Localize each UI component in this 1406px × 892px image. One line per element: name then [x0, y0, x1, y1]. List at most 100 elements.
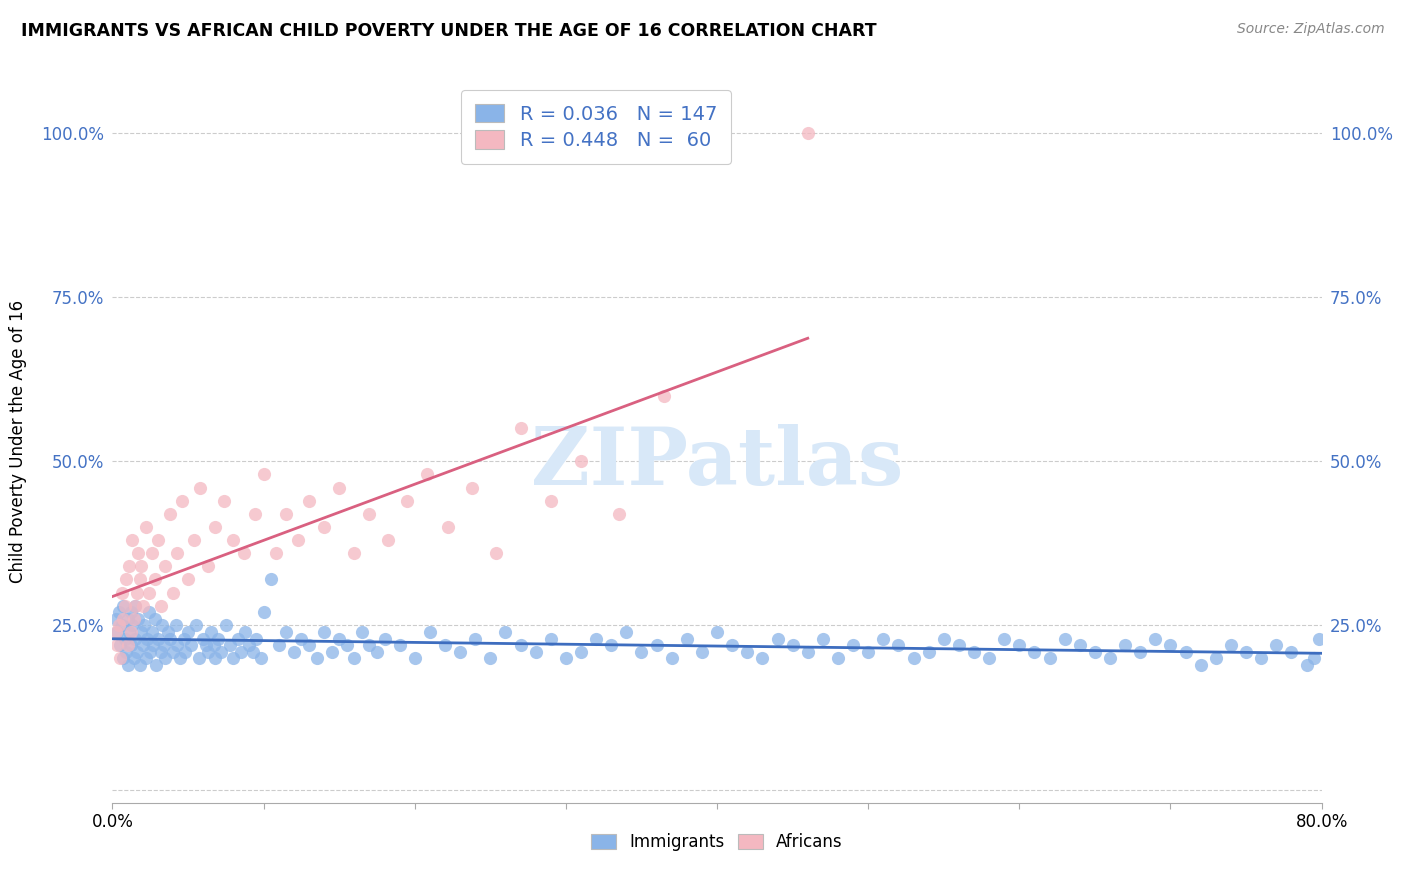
Point: [419, 625, 441, 640]
Point: [188, 481, 211, 495]
Point: [177, 573, 200, 587]
Point: [122, 651, 145, 665]
Point: [1038, 651, 1062, 665]
Point: [145, 657, 167, 672]
Point: [114, 632, 136, 646]
Point: [117, 657, 139, 672]
Point: [146, 533, 169, 547]
Point: [336, 638, 359, 652]
Point: [159, 507, 181, 521]
Point: [202, 638, 225, 652]
Point: [554, 651, 576, 665]
Point: [782, 638, 804, 652]
Point: [1144, 632, 1167, 646]
Point: [485, 546, 508, 560]
Point: [135, 651, 157, 665]
Point: [245, 632, 267, 646]
Point: [219, 638, 242, 652]
Point: [1279, 645, 1302, 659]
Y-axis label: Child Poverty Under the Age of 16: Child Poverty Under the Age of 16: [10, 300, 27, 583]
Point: [872, 632, 894, 646]
Point: [388, 638, 411, 652]
Point: [115, 573, 138, 587]
Point: [138, 585, 160, 599]
Point: [366, 645, 388, 659]
Point: [343, 546, 366, 560]
Text: IMMIGRANTS VS AFRICAN CHILD POVERTY UNDER THE AGE OF 16 CORRELATION CHART: IMMIGRANTS VS AFRICAN CHILD POVERTY UNDE…: [21, 22, 877, 40]
Point: [540, 493, 562, 508]
Point: [184, 618, 207, 632]
Point: [253, 467, 276, 482]
Point: [110, 618, 132, 632]
Point: [132, 638, 155, 652]
Point: [932, 632, 955, 646]
Point: [1053, 632, 1076, 646]
Point: [191, 632, 214, 646]
Point: [122, 612, 145, 626]
Point: [993, 632, 1015, 646]
Point: [229, 645, 252, 659]
Point: [645, 638, 668, 652]
Point: [134, 618, 156, 632]
Point: [1174, 645, 1197, 659]
Point: [146, 632, 169, 646]
Point: [903, 651, 925, 665]
Point: [166, 546, 188, 560]
Point: [115, 645, 138, 659]
Point: [235, 625, 257, 640]
Point: [135, 520, 157, 534]
Point: [495, 625, 517, 640]
Point: [569, 645, 592, 659]
Point: [204, 520, 226, 534]
Point: [706, 625, 728, 640]
Point: [509, 638, 531, 652]
Point: [169, 651, 191, 665]
Point: [129, 559, 152, 574]
Point: [1069, 638, 1091, 652]
Point: [1250, 651, 1272, 665]
Point: [143, 573, 166, 587]
Point: [1265, 638, 1288, 652]
Point: [118, 559, 141, 574]
Point: [197, 645, 219, 659]
Point: [827, 651, 849, 665]
Point: [1114, 638, 1136, 652]
Point: [110, 585, 132, 599]
Point: [287, 533, 309, 547]
Point: [1295, 657, 1317, 672]
Point: [948, 638, 970, 652]
Point: [509, 421, 531, 435]
Point: [461, 481, 484, 495]
Point: [811, 632, 834, 646]
Point: [159, 632, 181, 646]
Point: [200, 625, 222, 640]
Point: [127, 612, 149, 626]
Point: [540, 632, 562, 646]
Point: [127, 546, 149, 560]
Point: [129, 625, 152, 640]
Text: ZIPatlas: ZIPatlas: [531, 425, 903, 502]
Point: [238, 638, 260, 652]
Point: [209, 645, 232, 659]
Point: [842, 638, 865, 652]
Point: [104, 625, 127, 640]
Point: [350, 625, 373, 640]
Legend: Immigrants, Africans: Immigrants, Africans: [583, 825, 851, 860]
Point: [125, 585, 148, 599]
Point: [1234, 645, 1257, 659]
Point: [1308, 632, 1330, 646]
Point: [374, 632, 396, 646]
Point: [433, 638, 456, 652]
Point: [437, 520, 460, 534]
Point: [114, 599, 136, 613]
Point: [120, 605, 142, 619]
Point: [128, 573, 150, 587]
Point: [117, 612, 139, 626]
Point: [121, 618, 143, 632]
Point: [290, 632, 312, 646]
Point: [243, 507, 266, 521]
Point: [204, 651, 226, 665]
Point: [155, 559, 177, 574]
Point: [183, 533, 205, 547]
Point: [162, 645, 184, 659]
